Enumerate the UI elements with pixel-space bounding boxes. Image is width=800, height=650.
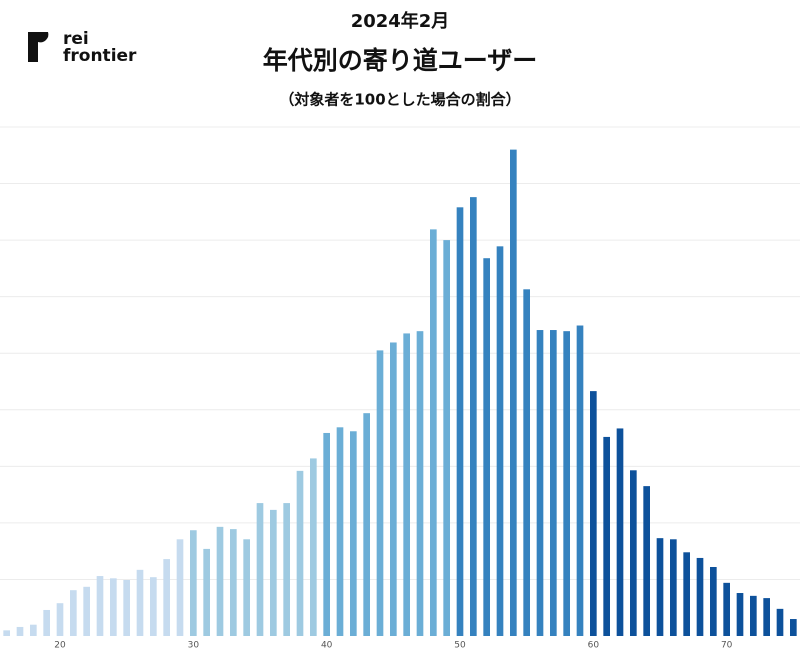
bar (43, 609, 50, 636)
bar (150, 577, 157, 636)
bar (563, 331, 570, 636)
bar (456, 207, 464, 636)
bar (323, 432, 330, 636)
bar (496, 246, 504, 637)
bar (750, 595, 757, 636)
bar (190, 530, 197, 636)
bar (776, 608, 784, 636)
x-tick-label: 50 (454, 641, 466, 650)
bar (296, 470, 304, 636)
bar (256, 503, 264, 636)
bar (763, 598, 770, 636)
bar (603, 436, 610, 636)
bar (710, 567, 717, 636)
chart-title: 2024年2月 (351, 10, 450, 32)
bar (550, 330, 557, 636)
bar (656, 538, 664, 636)
bar (123, 580, 130, 636)
x-tick-label: 70 (721, 641, 733, 650)
bar (363, 413, 370, 636)
bar (376, 350, 384, 636)
bar (736, 593, 744, 636)
bar (136, 569, 144, 636)
bar (83, 586, 90, 636)
bar (336, 427, 344, 636)
bar (536, 330, 544, 636)
bar (616, 428, 624, 636)
bar (283, 503, 290, 636)
bar (723, 582, 730, 636)
x-tick-label: 20 (54, 641, 66, 650)
bar (176, 539, 184, 636)
bar (216, 526, 224, 636)
chart-subtitle: 年代別の寄り道ユーザー (263, 46, 538, 75)
bar (483, 258, 490, 636)
bar (350, 431, 357, 636)
x-tick-label: 40 (321, 641, 333, 650)
bar (30, 624, 37, 636)
bar (3, 630, 11, 636)
bar (523, 289, 530, 636)
bar (510, 149, 517, 636)
bar (163, 559, 170, 636)
logo-text: rei (63, 29, 89, 49)
bar (243, 539, 250, 636)
bar (70, 590, 77, 636)
bar (403, 333, 410, 636)
logo-text: frontier (63, 46, 137, 66)
bar (16, 626, 24, 636)
bar (310, 458, 317, 636)
bar (643, 486, 650, 636)
bar (56, 603, 64, 636)
bar (430, 229, 437, 637)
bar (390, 342, 397, 636)
bar (576, 325, 584, 636)
bar (790, 619, 797, 636)
bar (696, 557, 704, 636)
bar (110, 578, 117, 636)
bar (683, 552, 690, 636)
bar (270, 509, 277, 636)
bar (630, 470, 637, 636)
bar (203, 548, 210, 636)
bar (443, 240, 450, 636)
bar (96, 576, 104, 636)
bar (416, 331, 424, 636)
bar (470, 197, 477, 636)
chart-note: （対象者を100とした場合の割合） (279, 91, 520, 109)
logo-mark (28, 32, 38, 62)
logo-mark (38, 32, 49, 43)
bar (230, 529, 237, 636)
bar (670, 539, 677, 636)
x-tick-label: 60 (588, 641, 600, 650)
bar (590, 391, 597, 636)
x-tick-label: 30 (188, 641, 200, 650)
